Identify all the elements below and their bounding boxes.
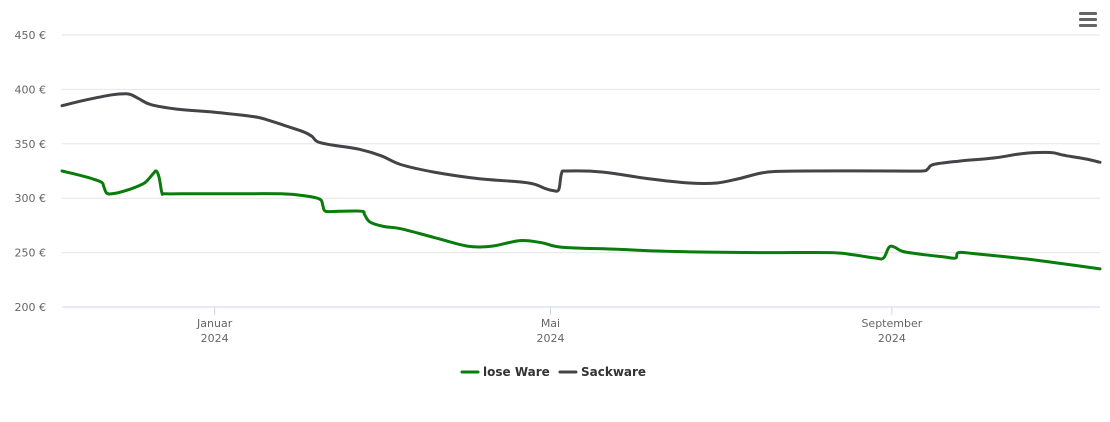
y-tick-label: 200 € xyxy=(15,301,47,314)
legend-label: Sackware xyxy=(581,365,646,379)
menu-bar-middle xyxy=(1079,18,1097,21)
grid-lines xyxy=(62,34,1100,254)
legend-item[interactable]: lose Ware xyxy=(460,365,550,379)
x-axis: Januar 2024 Mai 2024 September 2024 xyxy=(62,306,1100,345)
legend: lose Ware Sackware xyxy=(460,365,646,379)
x-tick-label: September xyxy=(861,317,922,330)
y-tick-label: 450 € xyxy=(15,29,47,42)
hamburger-menu-icon[interactable] xyxy=(1077,12,1099,32)
x-tick-label: Januar xyxy=(196,317,233,330)
y-tick-label: 400 € xyxy=(15,83,47,96)
series-lines xyxy=(60,92,1102,271)
legend-label: lose Ware xyxy=(483,365,550,379)
x-tick-sublabel: 2024 xyxy=(536,332,564,345)
series-line-lose-ware[interactable] xyxy=(60,169,1102,271)
legend-item[interactable]: Sackware xyxy=(558,365,646,379)
x-tick-sublabel: 2024 xyxy=(201,332,229,345)
x-tick-label: Mai xyxy=(541,317,560,330)
menu-bar-bottom xyxy=(1079,24,1097,27)
y-tick-label: 250 € xyxy=(15,247,47,260)
y-tick-label: 300 € xyxy=(15,192,47,205)
y-axis: 200 € 250 € 300 € 350 € 400 € 450 € xyxy=(15,29,47,314)
menu-bar-top xyxy=(1079,12,1097,15)
x-tick-sublabel: 2024 xyxy=(878,332,906,345)
y-tick-label: 350 € xyxy=(15,138,47,151)
series-line-sackware[interactable] xyxy=(60,92,1102,193)
